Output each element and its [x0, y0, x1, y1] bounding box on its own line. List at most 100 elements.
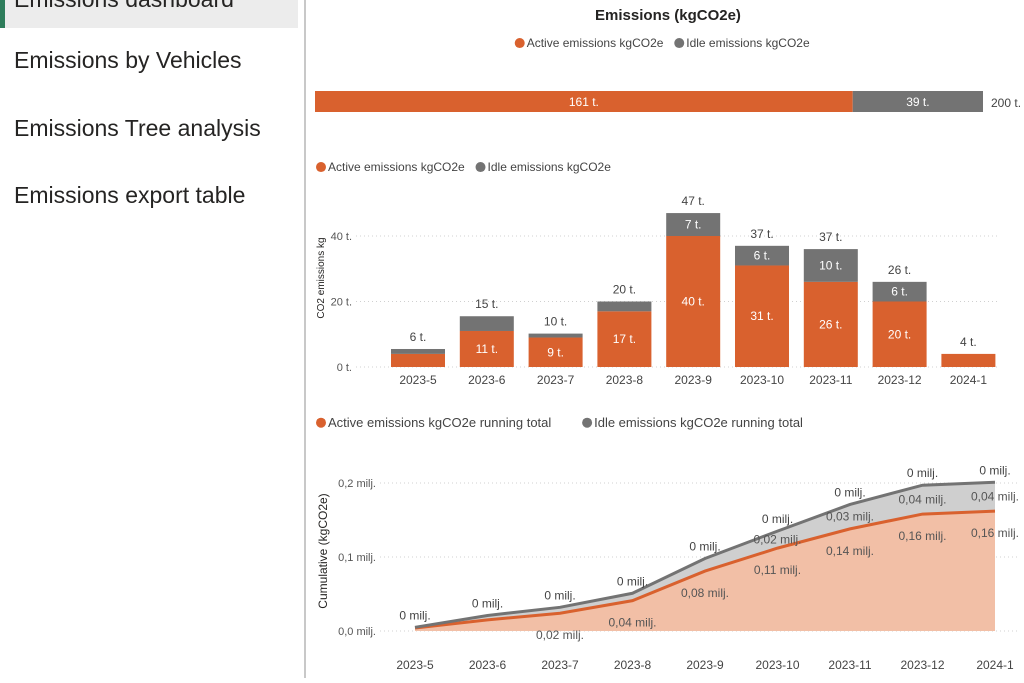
data-label: 0,04 milj. [608, 616, 656, 630]
y-tick-label: 20 t. [331, 297, 352, 309]
data-label: 0,14 milj. [826, 544, 874, 558]
data-label: 0,04 milj. [898, 493, 946, 507]
legend-label: Idle emissions kgCO2e [488, 160, 612, 174]
total-label: 0 milj. [834, 485, 865, 499]
total-label: 200 t. [991, 96, 1021, 110]
bar-active [528, 337, 583, 367]
legend-marker [674, 38, 685, 49]
y-axis-title: CO2 emissions kg [316, 237, 327, 318]
data-label: 9 t. [547, 345, 564, 359]
y-tick-label: 0 t. [337, 362, 352, 374]
y-tick-label: 0,1 milj. [338, 552, 376, 564]
legend-marker [316, 417, 326, 428]
data-label: 0,08 milj. [681, 586, 729, 600]
data-label: 39 t. [906, 95, 929, 109]
x-tick-label: 2023-7 [541, 658, 579, 672]
legend-marker [514, 38, 525, 49]
data-label: 26 t. [819, 317, 842, 331]
total-label: 37 t. [819, 230, 842, 244]
data-label: 161 t. [569, 95, 599, 109]
y-tick-label: 40 t. [331, 231, 352, 243]
legend-label: Idle emissions kgCO2e running total [594, 415, 803, 430]
active-indicator [0, 0, 5, 28]
total-label: 15 t. [475, 297, 498, 311]
total-label: 0 milj. [689, 539, 720, 553]
data-label: 17 t. [613, 332, 636, 346]
bar-active [391, 353, 445, 367]
total-label: 4 t. [960, 335, 977, 349]
total-label: 47 t. [682, 194, 705, 208]
data-label: 0,16 milj. [898, 529, 946, 543]
bar-active [597, 311, 652, 367]
chart-legend: Active emissions kgCO2e running total Idl… [316, 415, 803, 430]
x-tick-label: 2023-10 [740, 373, 784, 387]
line-active [414, 509, 996, 630]
legend-label: Active emissions kgCO2e [527, 36, 664, 50]
total-label: 0 milj. [399, 608, 430, 622]
total-label: 0 milj. [472, 596, 503, 610]
report-canvas: Emissions (kgCO2e) Active emissions kgCO2… [308, 0, 1024, 678]
data-label: 0,16 milj. [971, 526, 1019, 540]
x-tick-label: 2023-8 [606, 373, 644, 387]
total-label: 0 milj. [544, 588, 575, 602]
nav-item-emissions-tree-analysis[interactable]: Emissions Tree analysis [14, 115, 261, 141]
charts-canvas: Emissions (kgCO2e) Active emissions kgCO2… [315, 7, 1021, 672]
total-label: 37 t. [750, 227, 773, 241]
legend-label: Active emissions kgCO2e running total [328, 415, 551, 430]
y-axis-title: Cumulative (kgCO2e) [316, 493, 330, 608]
bar-active [459, 330, 514, 367]
x-tick-label: 2023-7 [537, 373, 575, 387]
bar-idle [459, 316, 514, 331]
total-label: 0 milj. [979, 463, 1010, 477]
data-label: 0,02 milj. [753, 533, 801, 547]
data-label: 31 t. [750, 309, 773, 323]
data-label: 0,02 milj. [536, 628, 584, 642]
bar-active [735, 265, 789, 367]
bar-idle [528, 333, 583, 338]
nav-item-emissions-dashboard[interactable]: Emissions dashboard [0, 0, 298, 28]
area-idle [415, 482, 995, 629]
x-tick-label: 2024-1 [950, 373, 988, 387]
bar-idle [666, 213, 721, 236]
legend-marker [316, 162, 326, 173]
x-tick-label: 2023-5 [396, 658, 434, 672]
bar-idle [735, 245, 789, 266]
x-tick-label: 2023-9 [686, 658, 724, 672]
chart-legend: Active emissions kgCO2e Idle emissions kg… [316, 160, 611, 174]
x-tick-label: 2023-6 [468, 373, 506, 387]
nav-item-label: Emissions dashboard [14, 0, 234, 13]
bar-idle [872, 281, 927, 302]
bar-active [666, 236, 721, 367]
x-tick-label: 2023-10 [755, 658, 799, 672]
data-label: 6 t. [754, 249, 771, 263]
data-label: 40 t. [682, 295, 705, 309]
nav-item-emissions-by-vehicles[interactable]: Emissions by Vehicles [14, 47, 242, 73]
legend-marker [475, 162, 486, 173]
total-label: 10 t. [544, 315, 567, 329]
total-label: 26 t. [888, 263, 911, 277]
bar-active [803, 281, 858, 367]
total-label: 0 milj. [907, 466, 938, 480]
data-label: 0,11 milj. [754, 563, 801, 577]
bar-active-total [315, 91, 853, 112]
data-label: 7 t. [685, 218, 702, 232]
total-label: 6 t. [410, 330, 427, 344]
x-tick-label: 2023-9 [675, 373, 713, 387]
data-label: 6 t. [891, 285, 908, 299]
data-label: 0,03 milj. [826, 510, 874, 524]
x-tick-label: 2023-11 [828, 658, 871, 672]
chart-title: Emissions (kgCO2e) [595, 7, 741, 24]
bar-idle [803, 249, 858, 282]
sidebar: Emissions dashboard Emissions by Vehicle… [0, 0, 306, 678]
total-label: 20 t. [613, 283, 636, 297]
data-label: 11 t. [476, 342, 498, 356]
data-label: 0,04 milj. [971, 490, 1019, 504]
total-label: 0 milj. [762, 512, 793, 526]
legend-label: Active emissions kgCO2e [328, 160, 465, 174]
nav-item-emissions-export-table[interactable]: Emissions export table [14, 182, 246, 208]
x-tick-label: 2024-1 [976, 658, 1014, 672]
chart-legend: Active emissions kgCO2e Idle emissions kg… [514, 36, 810, 50]
data-label: 20 t. [888, 327, 911, 341]
x-tick-label: 2023-11 [809, 373, 852, 387]
legend-label: Idle emissions kgCO2e [686, 36, 810, 50]
